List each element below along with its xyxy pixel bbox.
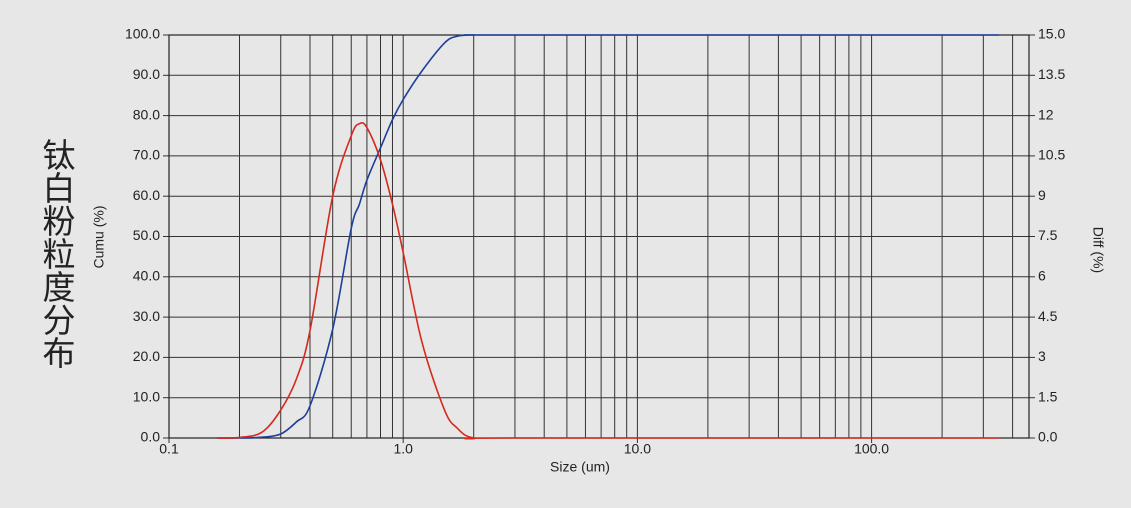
- y-tick-label: 20.0: [133, 348, 160, 364]
- y2-tick-label: 15.0: [1038, 26, 1065, 42]
- data-line: [216, 34, 1000, 439]
- y2-tick-label: 6: [1038, 268, 1046, 284]
- y-tick-label: 10.0: [133, 388, 160, 404]
- y2-tick-label: 4.5: [1038, 308, 1058, 324]
- y2-tick-label: 3: [1038, 348, 1046, 364]
- x-tick-label: 1.0: [393, 441, 413, 457]
- y-tick-label: 30.0: [133, 308, 160, 324]
- x-tick-label: 0.1: [159, 441, 179, 457]
- x-tick-label: 10.0: [624, 441, 651, 457]
- y-axis-label: Cumu (%): [91, 205, 107, 268]
- y2-tick-label: 1.5: [1038, 388, 1058, 404]
- y-tick-label: 50.0: [133, 227, 160, 243]
- y2-tick-label: 12: [1038, 106, 1054, 122]
- data-line: [216, 121, 1000, 440]
- y-tick-label: 60.0: [133, 187, 160, 203]
- y2-tick-label: 0.0: [1038, 429, 1058, 445]
- y-tick-label: 0.0: [141, 429, 161, 445]
- y2-axis-label: Diff (%): [1090, 227, 1106, 273]
- y2-tick-label: 7.5: [1038, 227, 1058, 243]
- y2-tick-label: 13.5: [1038, 66, 1065, 82]
- y2-tick-label: 9: [1038, 187, 1046, 203]
- x-axis-label: Size (um): [550, 459, 610, 475]
- y-tick-label: 90.0: [133, 66, 160, 82]
- y-tick-label: 70.0: [133, 147, 160, 163]
- y2-tick-label: 10.5: [1038, 147, 1065, 163]
- x-tick-label: 100.0: [854, 441, 889, 457]
- chart-title: 钛白粉粒度分布: [37, 138, 76, 369]
- y-tick-label: 80.0: [133, 106, 160, 122]
- y-tick-label: 100.0: [125, 26, 160, 42]
- y-tick-label: 40.0: [133, 268, 160, 284]
